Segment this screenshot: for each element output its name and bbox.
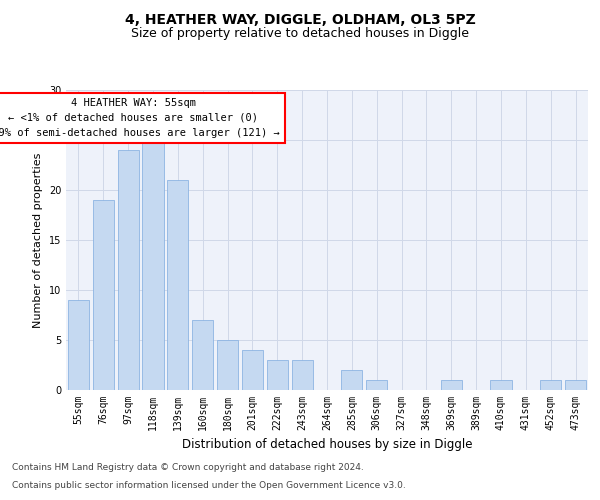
Bar	[118, 150, 139, 390]
Text: Contains HM Land Registry data © Crown copyright and database right 2024.: Contains HM Land Registry data © Crown c…	[12, 464, 364, 472]
Bar	[366, 380, 387, 390]
Text: Contains public sector information licensed under the Open Government Licence v3: Contains public sector information licen…	[12, 481, 406, 490]
Bar	[242, 350, 263, 390]
X-axis label: Distribution of detached houses by size in Diggle: Distribution of detached houses by size …	[182, 438, 472, 452]
Bar	[217, 340, 238, 390]
Bar	[565, 380, 586, 390]
Bar	[490, 380, 512, 390]
Bar	[267, 360, 288, 390]
Y-axis label: Number of detached properties: Number of detached properties	[33, 152, 43, 328]
Bar	[192, 320, 213, 390]
Bar	[292, 360, 313, 390]
Bar	[68, 300, 89, 390]
Bar	[441, 380, 462, 390]
Bar	[167, 180, 188, 390]
Bar	[142, 140, 164, 390]
Text: 4 HEATHER WAY: 55sqm
← <1% of detached houses are smaller (0)
>99% of semi-detac: 4 HEATHER WAY: 55sqm ← <1% of detached h…	[0, 98, 280, 138]
Text: Size of property relative to detached houses in Diggle: Size of property relative to detached ho…	[131, 28, 469, 40]
Bar	[540, 380, 561, 390]
Text: 4, HEATHER WAY, DIGGLE, OLDHAM, OL3 5PZ: 4, HEATHER WAY, DIGGLE, OLDHAM, OL3 5PZ	[125, 12, 475, 26]
Bar	[93, 200, 114, 390]
Bar	[341, 370, 362, 390]
